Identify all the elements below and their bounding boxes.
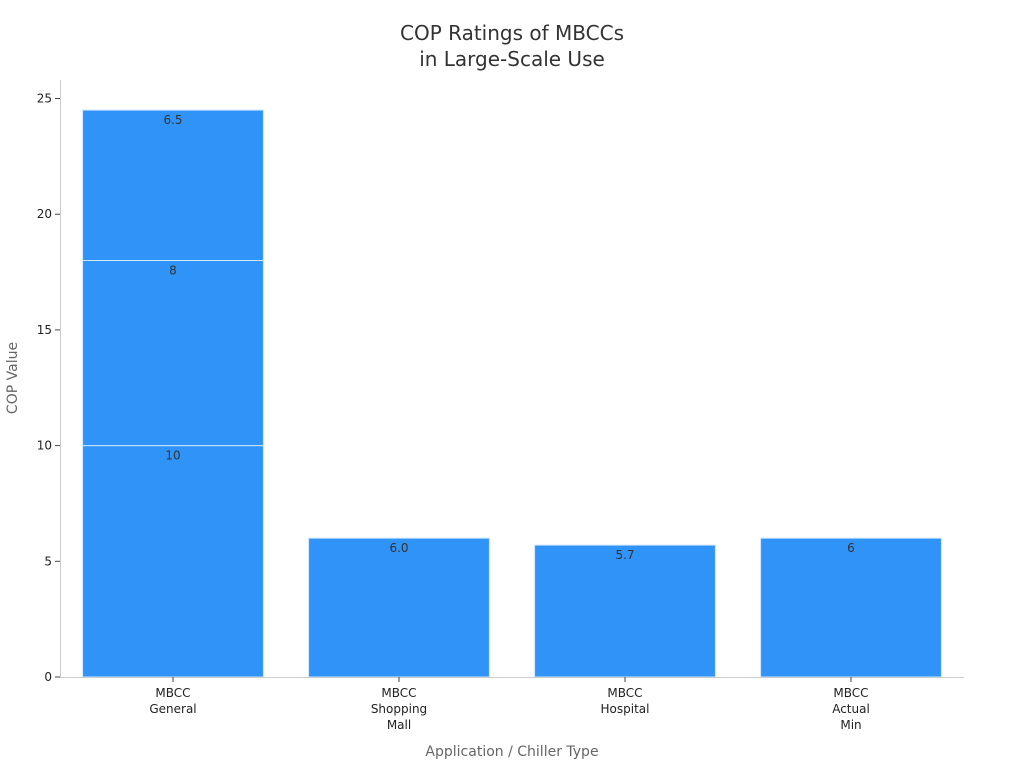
chart-title-line-2: in Large-Scale Use <box>419 47 605 71</box>
y-tick-label: 15 <box>37 323 52 337</box>
x-tick-label: Hospital <box>601 702 650 716</box>
x-axis-label: Application / Chiller Type <box>425 744 598 760</box>
x-tick-label: MBCC <box>381 686 416 700</box>
y-tick-label: 20 <box>37 207 52 221</box>
x-tick-label: MBCC <box>155 686 190 700</box>
data-label: 6.0 <box>389 541 408 555</box>
chart-title-line-1: COP Ratings of MBCCs <box>400 21 624 45</box>
bar-segment <box>534 544 716 678</box>
x-tick-label: MBCC <box>833 686 868 700</box>
bars-group: 10 8 6.5 6.0 5.7 6 <box>82 109 942 678</box>
bar-segment <box>760 537 942 678</box>
data-label: 6.5 <box>163 113 182 127</box>
data-label: 10 <box>165 449 180 463</box>
y-tick-label: 25 <box>37 92 52 106</box>
x-tick-label: Mall <box>387 718 411 732</box>
data-label: 5.7 <box>615 548 634 562</box>
data-label: 8 <box>169 263 177 277</box>
bar-segment <box>82 445 264 678</box>
y-tick-label: 0 <box>44 670 52 684</box>
x-tick-label: Min <box>840 718 861 732</box>
data-label: 6 <box>847 541 855 555</box>
bar-segment <box>82 109 264 261</box>
x-ticks-group: MBCC General MBCC Shopping Mall MBCC Hospital M… <box>149 677 870 732</box>
y-ticks-group: 0 5 10 15 20 25 <box>37 92 60 684</box>
x-tick-label: Shopping <box>371 702 427 716</box>
y-tick-label: 5 <box>44 554 52 568</box>
x-tick-label: Actual <box>832 702 870 716</box>
x-tick-label: General <box>149 702 196 716</box>
bar-segment <box>82 259 264 447</box>
x-tick-label: MBCC <box>607 686 642 700</box>
bar-segment <box>308 537 490 678</box>
y-tick-label: 10 <box>37 439 52 453</box>
y-axis-label: COP Value <box>5 342 21 414</box>
